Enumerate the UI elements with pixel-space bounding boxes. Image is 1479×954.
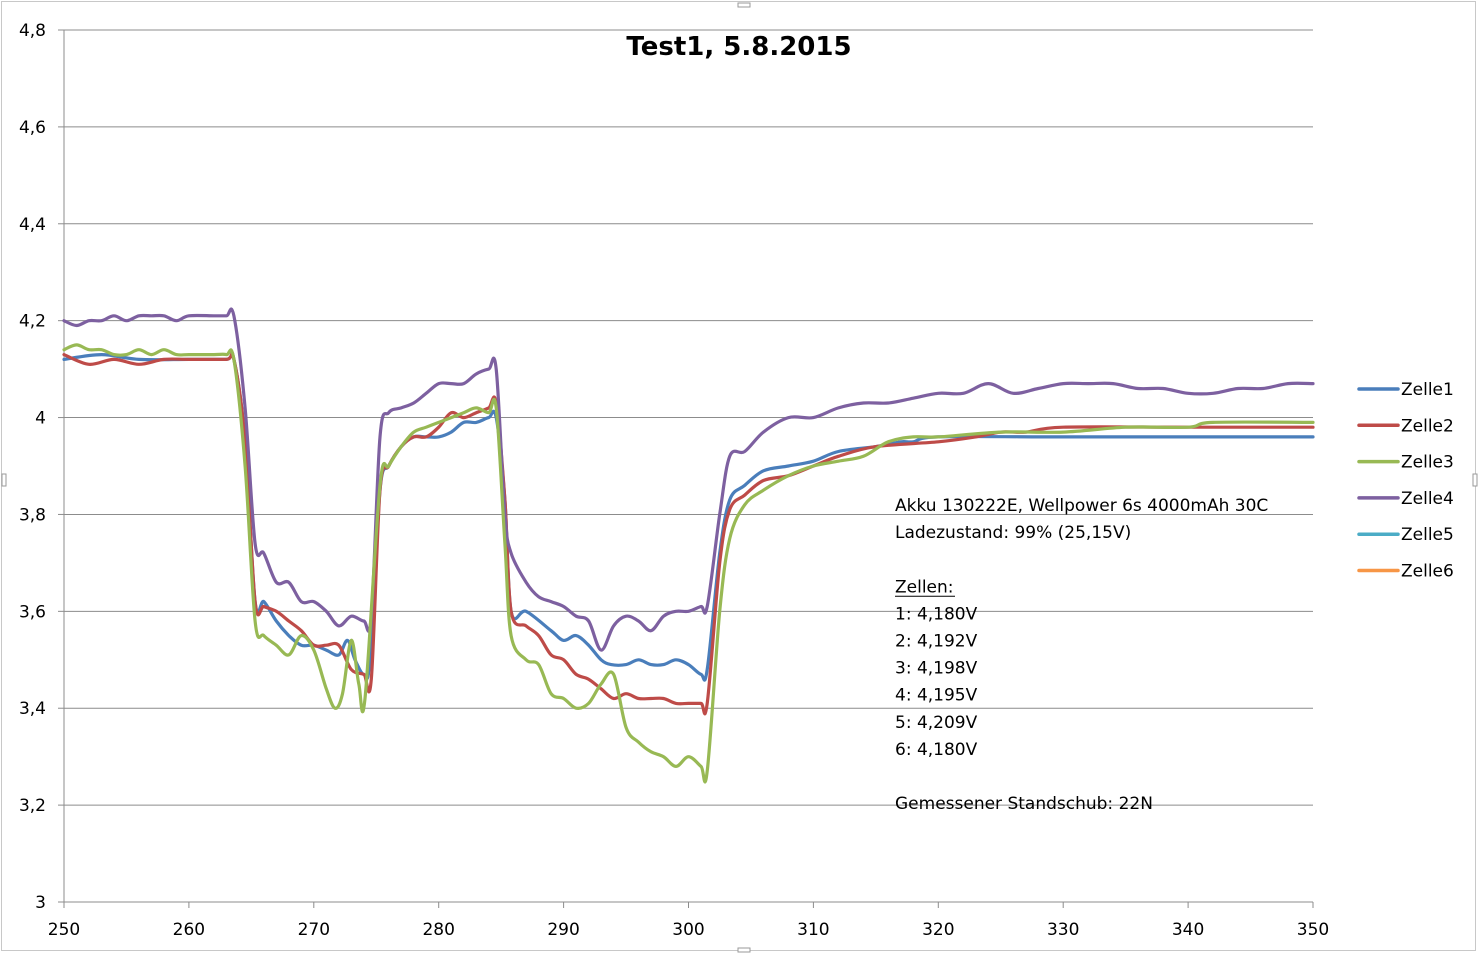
x-tick-label: 270 <box>298 920 330 940</box>
chart-title: Test1, 5.8.2015 <box>626 32 851 62</box>
x-tick-label: 290 <box>547 920 579 940</box>
y-tick-label: 3 <box>35 893 46 913</box>
x-tick-label: 310 <box>797 920 829 940</box>
annotation-line: Ladezustand: 99% (25,15V) <box>895 523 1131 543</box>
legend-label-zelle3: Zelle3 <box>1401 453 1454 473</box>
gridlines <box>64 29 1313 806</box>
x-tick-label: 340 <box>1172 920 1204 940</box>
x-tick-label: 350 <box>1297 920 1329 940</box>
series-line-zelle4 <box>62 307 1315 652</box>
resize-handle[interactable] <box>737 2 751 8</box>
annotation-line: 4: 4,195V <box>895 686 978 706</box>
annotation-box: Akku 130222E, Wellpower 6s 4000mAh 30C La… <box>895 496 1268 814</box>
annotation-line: Gemessener Standschub: 22N <box>895 794 1153 814</box>
x-tick-label: 250 <box>48 920 80 940</box>
y-tick-label: 4,8 <box>19 21 46 41</box>
x-tick-label: 260 <box>173 920 205 940</box>
legend: Zelle1 Zelle2 Zelle3 Zelle4 Zelle5 Zelle6 <box>1357 380 1454 582</box>
series-line-zelle3 <box>62 343 1315 784</box>
series-lines <box>62 307 1315 784</box>
resize-handle[interactable] <box>1 473 7 487</box>
annotation-line: 5: 4,209V <box>895 713 978 733</box>
axes: 3 3,2 3,4 3,6 3,8 4 4,2 4,4 4,6 4,8 250 260 270 280 29… <box>19 21 1329 940</box>
x-tick-label: 300 <box>672 920 704 940</box>
legend-label-zelle4: Zelle4 <box>1401 489 1454 509</box>
legend-label-zelle6: Zelle6 <box>1401 562 1454 582</box>
annotation-line: 1: 4,180V <box>895 604 978 624</box>
annotation-line: 6: 4,180V <box>895 740 978 760</box>
y-tick-label: 4,2 <box>19 312 46 332</box>
y-tick-label: 3,8 <box>19 505 46 525</box>
resize-handle[interactable] <box>737 947 751 953</box>
y-tick-label: 3,2 <box>19 796 46 816</box>
annotation-line: Akku 130222E, Wellpower 6s 4000mAh 30C <box>895 496 1268 516</box>
legend-label-zelle2: Zelle2 <box>1401 416 1454 436</box>
y-tick-label: 3,6 <box>19 602 46 622</box>
x-tick-label: 280 <box>422 920 454 940</box>
y-tick-label: 4,4 <box>19 215 46 235</box>
annotation-line: Zellen: <box>895 577 954 597</box>
x-tick-label: 320 <box>922 920 954 940</box>
x-tick-label: 330 <box>1047 920 1079 940</box>
y-tick-label: 3,4 <box>19 699 46 719</box>
y-tick-label: 4 <box>35 409 46 429</box>
annotation-line: 2: 4,192V <box>895 632 978 652</box>
legend-label-zelle5: Zelle5 <box>1401 525 1454 545</box>
y-tick-label: 4,6 <box>19 118 46 138</box>
annotation-line: 3: 4,198V <box>895 659 978 679</box>
legend-label-zelle1: Zelle1 <box>1401 380 1454 400</box>
resize-handle[interactable] <box>1472 473 1478 487</box>
